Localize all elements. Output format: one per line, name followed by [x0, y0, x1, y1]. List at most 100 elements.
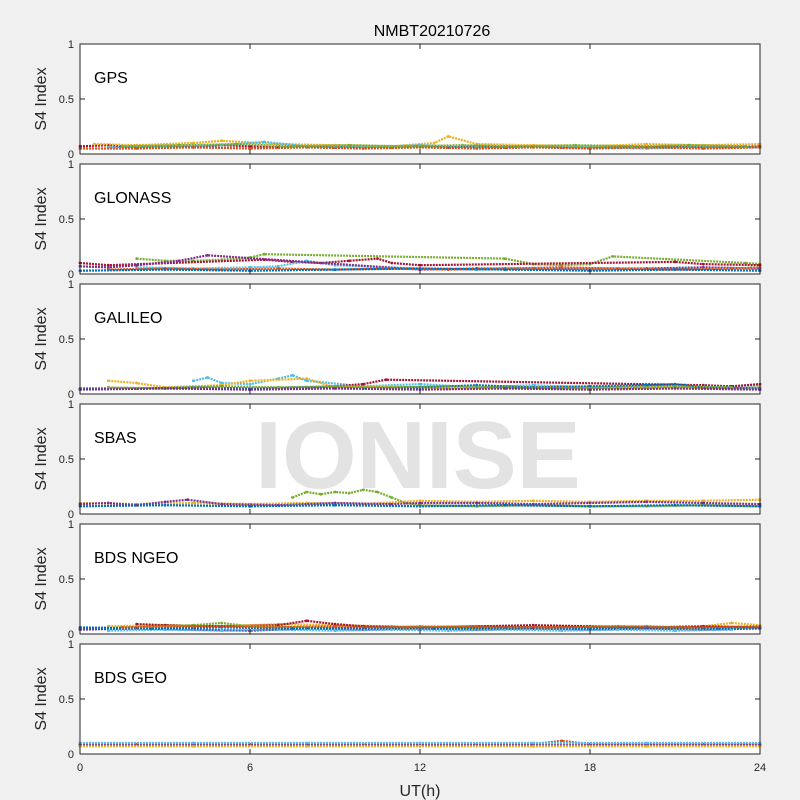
data-point	[347, 143, 351, 147]
data-point	[701, 499, 705, 503]
data-point	[333, 384, 337, 388]
panel-label: GPS	[94, 70, 128, 87]
chart-title: NMBT20210726	[374, 23, 491, 40]
data-point	[191, 744, 195, 748]
data-point	[446, 384, 450, 388]
y-tick-label: 1	[68, 279, 74, 291]
data-point	[220, 381, 224, 385]
data-point	[744, 261, 748, 265]
data-point	[631, 144, 634, 148]
data-point	[588, 504, 592, 508]
data-point	[92, 142, 96, 146]
data-point	[191, 379, 195, 383]
data-point	[701, 501, 705, 505]
data-point	[333, 490, 337, 494]
data-point	[390, 496, 394, 499]
data-point	[220, 139, 224, 143]
watermark-text: IONISE	[255, 402, 580, 509]
data-point	[418, 499, 422, 503]
data-point	[333, 622, 337, 626]
data-point	[461, 143, 464, 147]
data-point	[163, 387, 167, 390]
data-point	[432, 141, 436, 145]
data-point	[305, 377, 309, 380]
y-axis-title: S4 Index	[33, 67, 50, 130]
data-point	[588, 147, 592, 150]
data-point	[135, 257, 139, 260]
x-tick-label: 18	[584, 762, 596, 774]
data-point	[517, 144, 521, 148]
data-point	[645, 744, 649, 748]
data-point	[418, 382, 422, 386]
data-point	[418, 501, 422, 505]
y-tick-label: 0.5	[59, 694, 74, 706]
y-tick-label: 0	[68, 149, 74, 161]
y-axis-title: S4 Index	[33, 307, 50, 370]
data-point	[248, 382, 252, 386]
data-point	[376, 490, 379, 494]
data-point	[206, 376, 209, 379]
data-point	[276, 264, 280, 268]
data-point	[234, 142, 238, 146]
data-point	[404, 626, 408, 629]
data-point	[730, 621, 734, 625]
panel-bds-geo: 0 0.5 1 0 6 12 18 24 BDS GEO S4 Index	[33, 639, 766, 774]
data-point	[106, 266, 110, 269]
data-point	[262, 140, 266, 144]
x-tick-label: 24	[754, 762, 766, 774]
data-point	[305, 379, 309, 383]
data-point	[730, 386, 734, 389]
data-point	[616, 624, 620, 628]
data-point	[645, 741, 649, 745]
plot-area	[80, 44, 760, 154]
series-line-1	[79, 257, 761, 267]
x-tick-label: 6	[247, 762, 253, 774]
y-axis-title: S4 Index	[33, 187, 50, 250]
series-line-4	[108, 385, 732, 390]
data-point	[744, 144, 748, 148]
y-tick-label: 0	[68, 269, 74, 281]
data-point	[305, 490, 309, 494]
data-point	[361, 147, 365, 150]
data-point	[503, 628, 507, 631]
data-point	[333, 387, 337, 390]
data-point	[186, 498, 190, 502]
y-axis-title: S4 Index	[33, 667, 50, 730]
data-point	[390, 386, 394, 389]
data-point	[305, 619, 309, 623]
data-point	[701, 262, 705, 266]
data-point	[531, 741, 535, 745]
data-point	[276, 386, 280, 389]
data-point	[418, 744, 422, 748]
data-point	[106, 379, 110, 383]
data-point	[206, 253, 209, 257]
plot-area	[80, 284, 760, 394]
data-point	[418, 504, 422, 508]
data-point	[560, 629, 564, 633]
data-point	[163, 268, 167, 271]
data-point	[531, 744, 535, 748]
data-point	[276, 267, 280, 270]
data-point	[390, 261, 394, 265]
data-point	[291, 144, 294, 148]
data-point	[531, 499, 535, 503]
data-point	[333, 624, 337, 628]
x-axis-title: UT(h)	[400, 783, 441, 800]
series-line-3	[79, 254, 761, 271]
data-point	[333, 501, 337, 505]
data-point	[333, 503, 337, 507]
y-tick-label: 1	[68, 159, 74, 171]
data-point	[163, 500, 167, 504]
data-point	[645, 142, 649, 146]
series-line-4	[108, 628, 732, 632]
data-point	[106, 386, 110, 389]
data-point	[106, 629, 110, 633]
data-point	[687, 143, 691, 147]
data-point	[418, 267, 422, 270]
y-tick-label: 1	[68, 39, 74, 51]
panel-galileo: 0 0.5 1 GALILEO S4 Index	[33, 279, 762, 401]
y-axis-title: S4 Index	[33, 427, 50, 490]
data-point	[121, 144, 124, 148]
series-line-2	[79, 621, 761, 630]
